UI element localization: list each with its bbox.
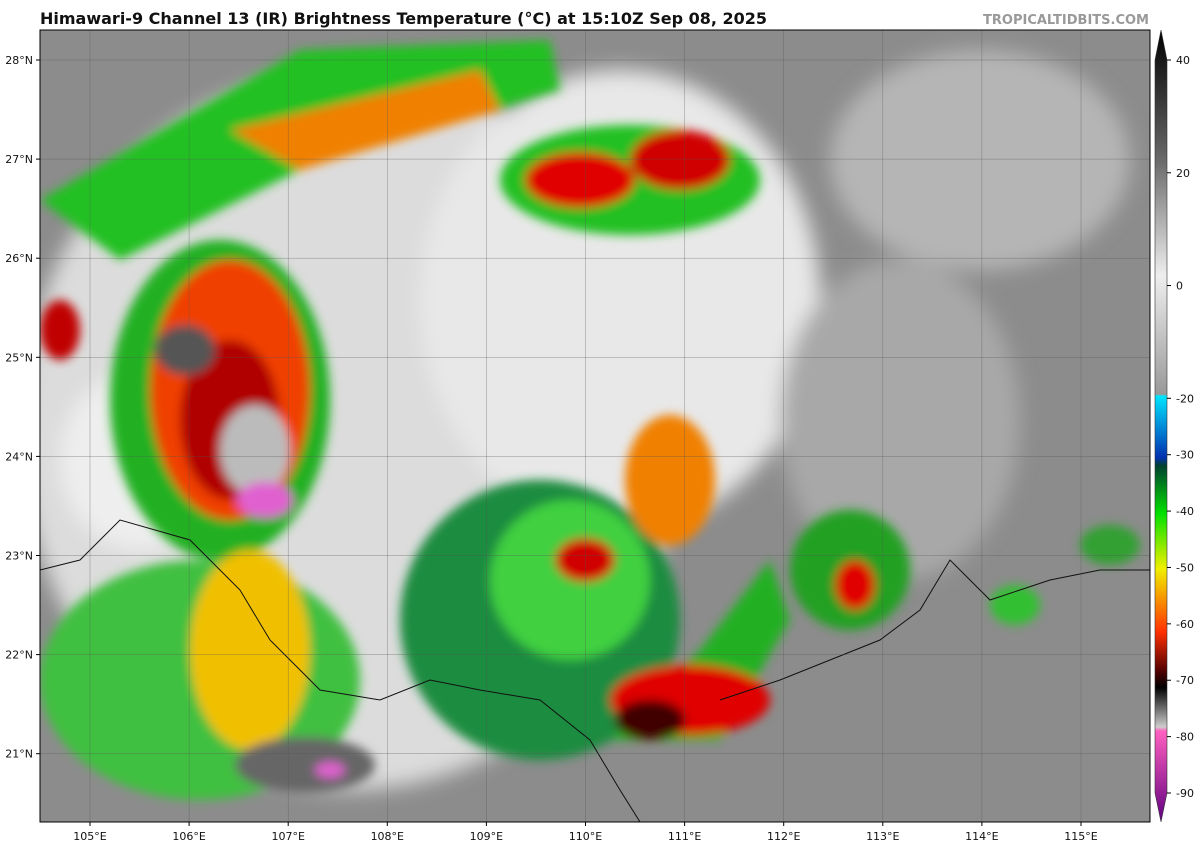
colorbar-label: -50 xyxy=(1176,561,1194,574)
colorbar-label: -30 xyxy=(1176,449,1194,462)
lat-label: 22°N xyxy=(5,649,33,662)
lat-label: 27°N xyxy=(5,153,33,166)
lon-label: 113°E xyxy=(866,830,899,843)
colorbar-label: 0 xyxy=(1176,280,1183,293)
lon-label: 114°E xyxy=(965,830,998,843)
satellite-image xyxy=(40,30,1150,822)
lat-label: 21°N xyxy=(5,748,33,761)
lon-label: 105°E xyxy=(73,830,106,843)
colorbar-label: -90 xyxy=(1176,787,1194,800)
colorbar-label: -20 xyxy=(1176,392,1194,405)
lon-label: 107°E xyxy=(271,830,304,843)
colorbar-label: -80 xyxy=(1176,731,1194,744)
colorbar-label: -40 xyxy=(1176,505,1194,518)
map-frame xyxy=(39,29,1151,823)
lon-label: 106°E xyxy=(172,830,205,843)
lon-label: 115°E xyxy=(1064,830,1097,843)
lat-label: 23°N xyxy=(5,550,33,563)
lon-label: 111°E xyxy=(668,830,701,843)
lat-label: 26°N xyxy=(5,252,33,265)
lon-label: 109°E xyxy=(470,830,503,843)
colorbar-label: 40 xyxy=(1176,54,1190,67)
title: Himawari-9 Channel 13 (IR) Brightness Te… xyxy=(40,9,767,28)
credit: TROPICALTIDBITS.COM xyxy=(983,13,1149,28)
colorbar xyxy=(1154,29,1168,823)
lon-label: 108°E xyxy=(371,830,404,843)
colorbar-label: -70 xyxy=(1176,674,1194,687)
colorbar-label: 20 xyxy=(1176,167,1190,180)
lon-label: 110°E xyxy=(569,830,602,843)
lat-label: 25°N xyxy=(5,351,33,364)
lat-label: 28°N xyxy=(5,54,33,67)
lon-label: 112°E xyxy=(767,830,800,843)
colorbar-label: -60 xyxy=(1176,618,1194,631)
lat-label: 24°N xyxy=(5,450,33,463)
